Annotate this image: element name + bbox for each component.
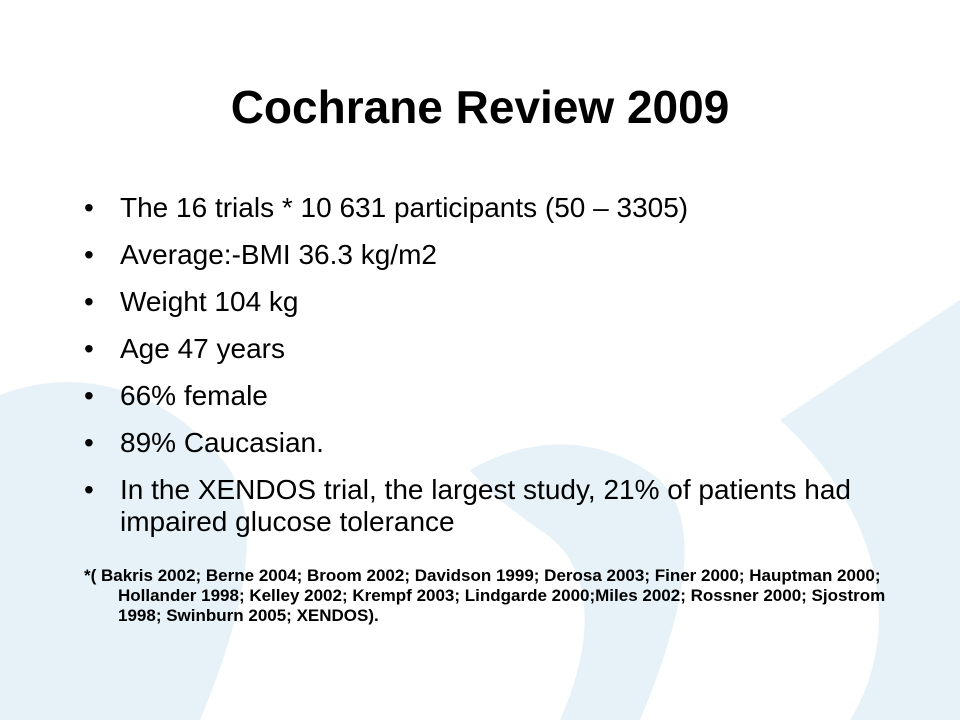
bullet-dot-icon: • bbox=[84, 286, 94, 317]
wave-shape-right bbox=[780, 300, 960, 720]
slide-title: Cochrane Review 2009 bbox=[230, 81, 730, 133]
bullet-item: • The 16 trials * 10 631 participants (50… bbox=[84, 192, 884, 224]
bullet-text: Age 47 years bbox=[120, 333, 285, 364]
wave-shape-center bbox=[470, 444, 685, 720]
bullet-item: • Weight 104 kg bbox=[84, 286, 884, 318]
bullet-dot-icon: • bbox=[84, 380, 94, 411]
bullet-text: 89% Caucasian. bbox=[120, 427, 324, 458]
bullet-list: • The 16 trials * 10 631 participants (50… bbox=[84, 192, 884, 553]
bullet-text: 66% female bbox=[120, 380, 268, 411]
bullet-text: Average:-BMI 36.3 kg/m2 bbox=[120, 239, 437, 270]
bullet-dot-icon: • bbox=[84, 239, 94, 270]
bullet-item: • Age 47 years bbox=[84, 333, 884, 365]
bullet-item: • In the XENDOS trial, the largest study,… bbox=[84, 474, 884, 538]
bullet-dot-icon: • bbox=[84, 333, 94, 364]
bullet-text: The 16 trials * 10 631 participants (50 … bbox=[120, 192, 689, 223]
footnote-references: *( Bakris 2002; Berne 2004; Broom 2002; … bbox=[84, 566, 886, 625]
bullet-item: • Average:-BMI 36.3 kg/m2 bbox=[84, 239, 884, 271]
bullet-item: • 89% Caucasian. bbox=[84, 427, 884, 459]
bullet-dot-icon: • bbox=[84, 427, 94, 458]
bullet-text: Weight 104 kg bbox=[120, 286, 299, 317]
bullet-item: • 66% female bbox=[84, 380, 884, 412]
bullet-dot-icon: • bbox=[84, 192, 94, 223]
wave-shape-left bbox=[0, 382, 247, 720]
bullet-text: In the XENDOS trial, the largest study, … bbox=[120, 474, 851, 537]
bullet-dot-icon: • bbox=[84, 474, 94, 505]
